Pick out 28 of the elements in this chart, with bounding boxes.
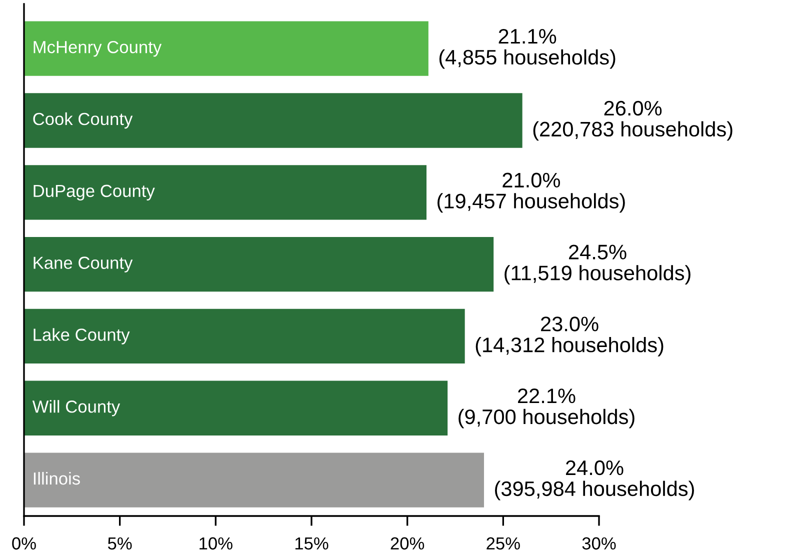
- y-tick-label: McHenry County: [34, 40, 162, 57]
- y-tick-label: Illinois: [34, 472, 80, 485]
- x-tick-label: 10%: [200, 537, 232, 550]
- bar: [24, 93, 522, 148]
- x-tick-label: 30%: [582, 537, 616, 550]
- bar: [24, 165, 426, 220]
- data-label: 23.0% (14,312 households): [476, 316, 664, 356]
- x-tick-label: 0%: [12, 537, 36, 550]
- bar: [24, 308, 465, 364]
- data-label: 26.0% (220,783 households): [533, 100, 732, 141]
- x-tick-label: 15%: [295, 537, 328, 550]
- bar: [24, 21, 428, 76]
- bar: [24, 380, 448, 436]
- x-tick-label: 25%: [486, 537, 520, 550]
- data-label: 21.0% (19,457 households): [438, 172, 625, 213]
- x-tick-label: 20%: [390, 537, 424, 550]
- y-tick-label: DuPage County: [34, 184, 155, 200]
- x-tick-label: 5%: [108, 537, 132, 550]
- data-label: 24.5% (11,519 households): [504, 244, 690, 284]
- data-label: 21.1% (4,855 households): [439, 28, 616, 69]
- bar: [24, 236, 494, 292]
- data-label: 22.1% (9,700 households): [458, 388, 634, 428]
- y-tick-label: Lake County: [34, 328, 130, 344]
- y-tick-label: Cook County: [33, 112, 133, 129]
- bar: [24, 452, 484, 508]
- y-tick-label: Will County: [32, 400, 120, 416]
- data-label: 24.0% (395,984 households): [495, 460, 694, 500]
- y-tick-label: Kane County: [34, 256, 133, 272]
